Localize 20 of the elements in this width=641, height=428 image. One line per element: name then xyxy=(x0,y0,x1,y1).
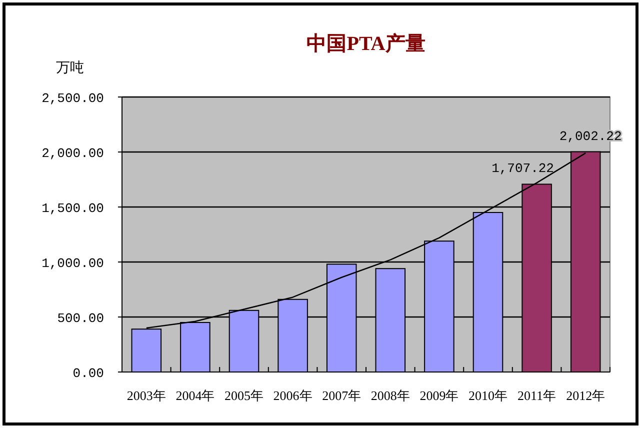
data-label: 1,707.22 xyxy=(492,161,554,176)
x-tick-label: 2009年 xyxy=(420,388,459,403)
x-tick-label: 2007年 xyxy=(322,388,362,403)
x-tick-label: 2010年 xyxy=(468,388,508,403)
y-tick-label: 1,000.00 xyxy=(42,256,104,271)
y-tick-label: 500.00 xyxy=(57,311,104,326)
x-tick-label: 2003年 xyxy=(126,388,166,403)
y-tick-label: 1,500.00 xyxy=(42,201,104,216)
x-tick-label: 2011年 xyxy=(518,388,556,403)
x-tick-label: 2006年 xyxy=(273,388,312,403)
y-tick-label: 2,000.00 xyxy=(42,146,104,161)
y-axis-title: 万吨 xyxy=(56,60,84,76)
data-label: 2,002.22 xyxy=(559,128,622,144)
chart-title: 中国PTA产量 xyxy=(306,32,426,55)
y-tick-label: 0.00 xyxy=(72,366,104,381)
y-tick-label: 2,500.00 xyxy=(42,91,104,106)
x-tick-label: 2008年 xyxy=(370,388,410,403)
x-tick-label: 2004年 xyxy=(176,388,215,403)
x-tick-label: 2005年 xyxy=(224,388,264,403)
x-tick-label: 2012年 xyxy=(566,388,606,403)
